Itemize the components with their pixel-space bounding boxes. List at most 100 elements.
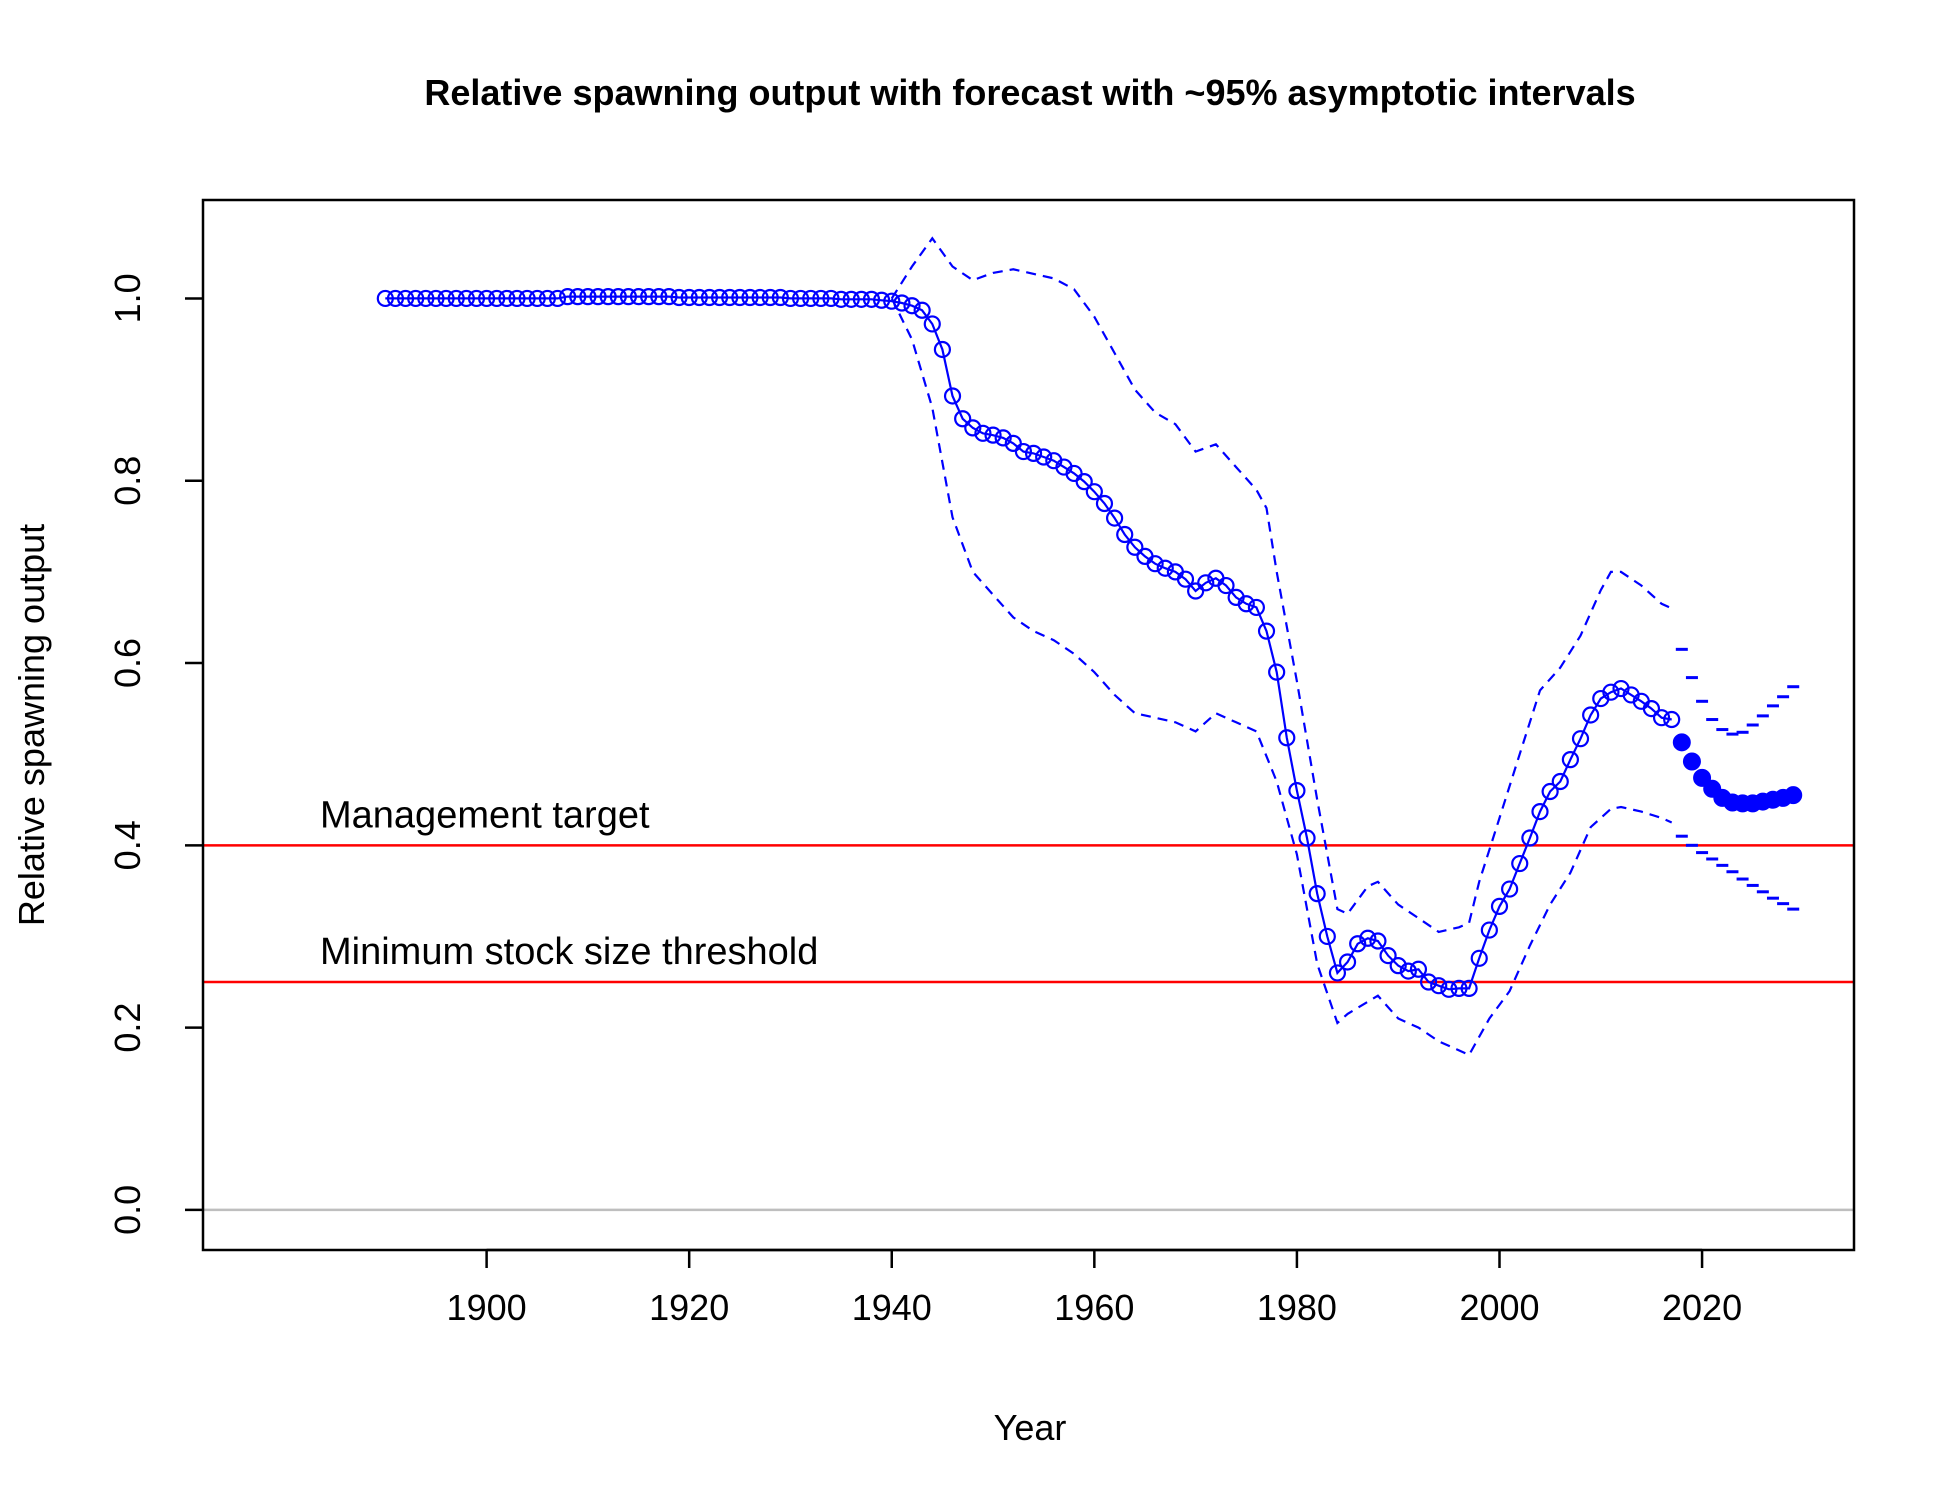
data-point [802, 289, 820, 308]
data-point [447, 289, 465, 308]
data-point [771, 288, 789, 307]
data-point [943, 387, 962, 405]
forecast-point [1682, 752, 1701, 771]
data-point [670, 288, 688, 307]
data-point [589, 288, 607, 306]
x-axis-label: Year [994, 1407, 1067, 1448]
data-point [873, 291, 891, 309]
data-point [933, 340, 952, 359]
data-point [852, 290, 870, 308]
data-point [700, 288, 719, 307]
data-point [1187, 582, 1205, 600]
data-point [660, 288, 678, 306]
data-point [407, 289, 425, 308]
data-point [792, 289, 810, 308]
data-point [1105, 509, 1124, 527]
data-point [1541, 782, 1559, 801]
data-point [751, 288, 769, 307]
data-point [640, 288, 658, 306]
data-point [781, 289, 800, 308]
data-point [761, 288, 779, 307]
data-point [1268, 663, 1286, 681]
reference-line-label: Minimum stock size threshold [320, 931, 818, 973]
data-point [559, 288, 577, 306]
data-point [1004, 434, 1022, 452]
data-point [822, 289, 840, 308]
forecast-point [1784, 786, 1803, 805]
data-point [721, 288, 739, 307]
plot-frame [201, 198, 1856, 1252]
data-point [437, 289, 455, 308]
data-point [994, 429, 1012, 447]
data-point [619, 288, 638, 306]
data-point [457, 289, 475, 308]
data-point [538, 289, 556, 308]
data-point [741, 288, 759, 307]
data-point [1663, 710, 1681, 729]
data-point [498, 289, 516, 308]
data-point [599, 288, 617, 306]
data-point [1551, 772, 1569, 791]
x-tick-label: 2020 [1662, 1287, 1742, 1328]
data-point [1126, 538, 1144, 556]
data-point [1176, 570, 1195, 588]
data-point [1035, 448, 1053, 466]
data-point [1288, 782, 1306, 800]
data-point [579, 288, 597, 306]
data-point [1217, 576, 1235, 595]
data-point [923, 315, 941, 333]
forecast-point [1672, 733, 1691, 752]
data-point [1349, 935, 1367, 953]
data-point [1460, 979, 1478, 998]
data-point [812, 289, 830, 308]
x-tick-label: 2000 [1459, 1287, 1539, 1328]
data-point [1602, 683, 1620, 701]
data-point [609, 288, 627, 306]
data-point [1116, 525, 1134, 544]
x-tick-label: 1920 [649, 1287, 729, 1328]
data-point [1582, 706, 1600, 724]
y-tick-label: 0.6 [107, 638, 148, 688]
data-point [569, 288, 587, 306]
y-axis: 0.0 0.2 0.4 0.6 0.8 1.0 [107, 273, 203, 1235]
data-point [862, 290, 881, 308]
upper-interval-line [890, 236, 1673, 934]
data-point [1247, 598, 1265, 617]
data-point [710, 288, 729, 307]
data-point [467, 289, 486, 308]
data-point [518, 289, 536, 308]
data-point [528, 289, 546, 308]
data-point [1511, 854, 1529, 873]
data-point [1237, 595, 1255, 613]
data-point [1095, 494, 1114, 513]
x-axis: 1900 1920 1940 1960 1980 2000 2020 [447, 1248, 1742, 1328]
data-point [1197, 574, 1215, 592]
data-point [984, 426, 1002, 444]
data-point [1389, 957, 1407, 975]
data-point [690, 288, 708, 307]
data-point [883, 292, 901, 310]
y-axis-label: Relative spawning output [11, 524, 52, 926]
data-point [954, 410, 972, 428]
x-tick-label: 1940 [852, 1287, 932, 1328]
data-point [548, 289, 567, 308]
data-point [1490, 897, 1509, 915]
reference-lines: Management target Minimum stock size thre… [203, 794, 1854, 1212]
data-point [1359, 929, 1377, 947]
x-tick-label: 1900 [447, 1287, 527, 1328]
x-tick-label: 1980 [1257, 1287, 1337, 1328]
data-point [1065, 464, 1083, 483]
data-point [1399, 962, 1417, 980]
data-point [1450, 979, 1468, 998]
data-point [1440, 980, 1458, 998]
lower-interval-line [890, 297, 1673, 1057]
data-point [964, 419, 982, 437]
data-point [1298, 829, 1316, 847]
data-point [1571, 730, 1590, 748]
data-point [842, 290, 860, 308]
data-point [1531, 802, 1549, 821]
data-point [1419, 973, 1438, 991]
x-tick-label: 1960 [1054, 1287, 1134, 1328]
data-point [488, 289, 506, 308]
